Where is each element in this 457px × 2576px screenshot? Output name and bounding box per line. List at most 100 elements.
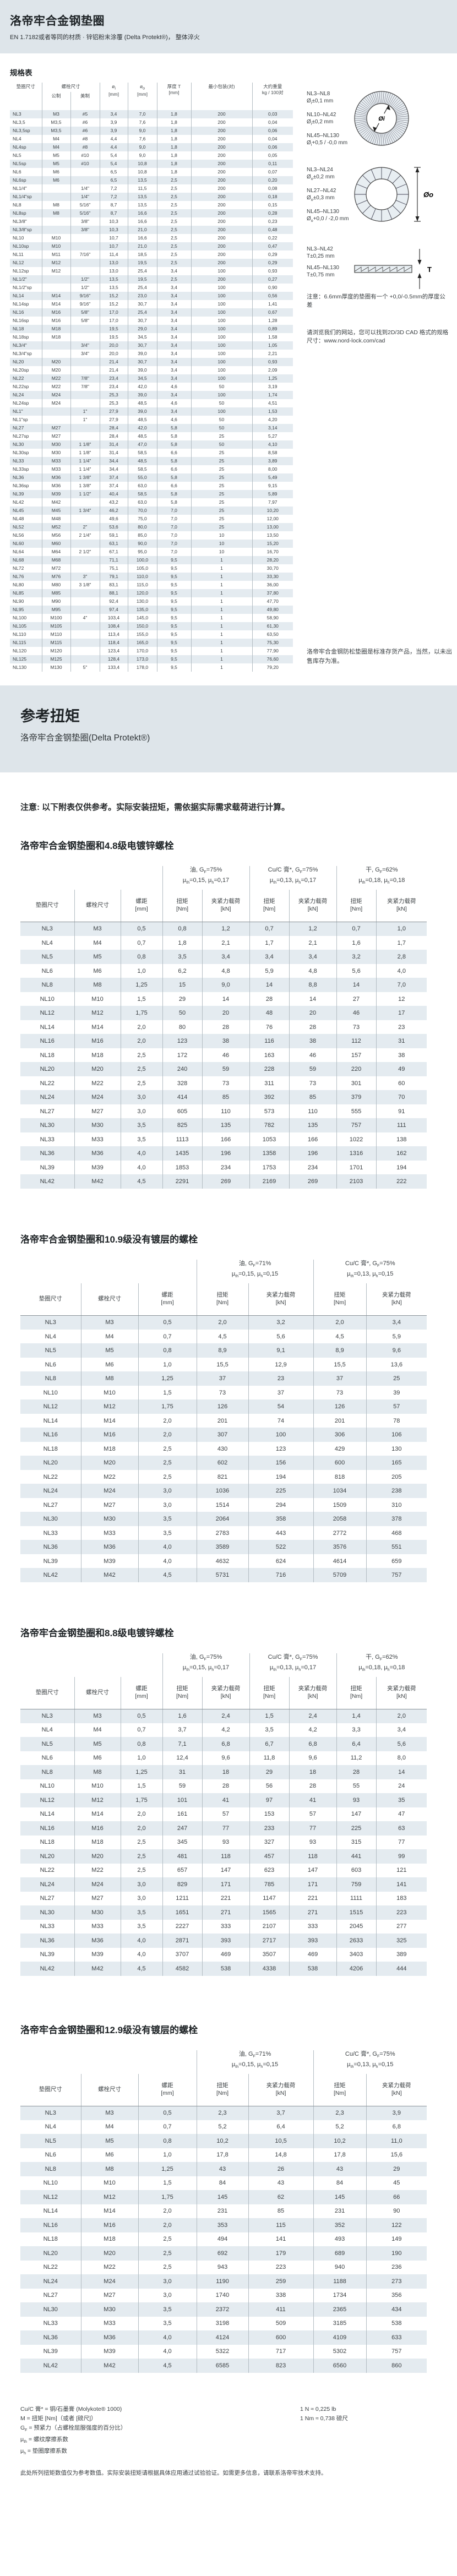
table-cell: 333	[202, 1919, 250, 1934]
table-row: NL60 M60 63,1 90,0 7,0 10 15,20	[10, 540, 293, 548]
table-cell: 50	[191, 440, 253, 449]
table-cell: 493	[313, 2232, 367, 2246]
table-cell: 63,1	[99, 540, 128, 548]
table-cell: M22	[80, 1469, 138, 1484]
table-cell: NL48	[13, 516, 24, 521]
table-cell: 84	[196, 2176, 249, 2190]
table-cell: 17	[376, 1006, 427, 1020]
table-cell: 818	[313, 1469, 367, 1484]
table-cell: 34,5	[127, 333, 157, 341]
table-cell: 83,1	[99, 581, 128, 589]
table-row: NL30 M30 3,5 2372 411 2365 434	[20, 2302, 427, 2317]
table-cell: 67,1	[99, 548, 128, 556]
table-cell: 2,5	[156, 234, 192, 242]
table-cell: 3,4	[156, 374, 192, 383]
table-row: NL30 M30 3,5 1651 271 1565 271 1515 223	[20, 1905, 427, 1920]
table-cell: 1 1/4"	[70, 465, 100, 473]
footer-legend: Cu/C 膏* = 铜/石墨膏 (Molykote® 1000) M = 扭矩 …	[20, 2405, 437, 2477]
table-cell: 130	[366, 1441, 427, 1456]
table-cell: 122	[366, 2218, 427, 2232]
table-cell: 18,5	[127, 250, 157, 259]
table-cell: M5	[74, 1737, 121, 1751]
table-cell: M22	[74, 1863, 121, 1878]
table-row: NL20 M20 2,5 240 59 228 59 220 49	[20, 1062, 427, 1076]
table-cell: 200	[191, 110, 253, 118]
table-cell: 157	[336, 1048, 377, 1063]
table-cell: 23,4	[99, 374, 128, 383]
table-cell: 19,5	[99, 333, 128, 341]
table-cell: 2,0	[138, 2204, 197, 2218]
table-cell: 2,0	[376, 1709, 427, 1723]
table-cell: 54	[248, 1399, 314, 1414]
table-cell: 77	[202, 1821, 250, 1836]
table-cell: 59	[202, 1062, 250, 1076]
table-cell: 73	[196, 1385, 249, 1400]
table-row: NL20sp M20 21,4 39,0 3,4 100 2,09	[10, 366, 293, 374]
table-row: NL4 M4 0,7 5,2 6,4 5,2 6,8	[20, 2120, 427, 2134]
table-cell: M18	[41, 325, 70, 333]
table-cell: 1	[191, 556, 253, 564]
table-cell: 13,50	[252, 531, 293, 540]
table-cell: 1753	[249, 1160, 290, 1175]
table-cell: 80,0	[127, 523, 157, 531]
table-cell: 15,20	[252, 540, 293, 548]
table-cell: 28,4	[99, 424, 128, 432]
table-cell: 190	[366, 2246, 427, 2261]
table-cell: 4,0	[138, 2344, 197, 2359]
table-cell: 31,4	[99, 440, 128, 449]
table-cell: 5,27	[252, 432, 293, 440]
table-cell: 10	[191, 531, 253, 540]
table-cell	[41, 217, 70, 226]
table-cell: 50	[191, 416, 253, 424]
table-cell: 46,2	[99, 507, 128, 515]
table-cell: M5	[80, 1343, 138, 1358]
table-cell: 85,0	[127, 531, 157, 540]
table-cell: 39,0	[127, 407, 157, 416]
table-cell: NL3	[45, 2110, 56, 2116]
table-cell: 2 1/2"	[70, 548, 100, 556]
table-row: NL3 M3 #5 3,4 7,0 1,8 200 0,03	[10, 110, 293, 118]
table-cell: 10,3	[99, 226, 128, 234]
table-cell: 345	[162, 1835, 203, 1850]
table-row: NL8sp M8 5/16" 8,7 16,6 2,5 200 0,28	[10, 209, 293, 217]
table-cell: NL5	[41, 1740, 53, 1747]
table-cell: 10,7	[99, 242, 128, 250]
table-cell: 16,6	[127, 217, 157, 226]
table-cell: NL130	[13, 665, 27, 670]
table-cell: 9,5	[156, 655, 192, 663]
table-cell: 379	[336, 1090, 377, 1104]
table-cell: 77	[289, 1821, 337, 1836]
table-cell: 2,5	[138, 2260, 197, 2274]
table-cell	[70, 333, 100, 341]
table-cell: 57	[366, 1399, 427, 1414]
cad-url-link[interactable]: www.nord-lock.com/cad	[324, 337, 385, 344]
table-cell: 1,8	[156, 143, 192, 151]
table-cell: 9,5	[156, 606, 192, 614]
table-cell: 7,2	[99, 193, 128, 201]
table-cell: 4,5	[120, 1962, 163, 1976]
table-cell: 4,6	[156, 399, 192, 407]
table-cell: 25	[191, 449, 253, 457]
table-cell: 1	[191, 655, 253, 663]
outer-dia-tolerances: NL3–NL24 Øo±0,2 mm NL27–NL42 Øo±0,3 mm NL4…	[307, 166, 349, 229]
table-cell: 9,5	[156, 639, 192, 647]
spec-table-header: 垫圈尺寸 螺栓尺寸 øi [mm] øo [mm] 厚度 T [mm] 最小包装(对)…	[10, 83, 293, 110]
table-cell: 2291	[162, 1174, 203, 1189]
table-cell: M72	[41, 564, 70, 573]
table-cell: 0,8	[138, 1343, 197, 1358]
col-header-clamp-load: 夹紧力载荷 [kN]	[366, 2074, 427, 2106]
table-row: NL22 M22 2,5 943 223 940 236	[20, 2260, 427, 2274]
table-cell: M24	[74, 1877, 121, 1892]
table-row: NL10 M10 1,5 29 14 28 14 27 12	[20, 992, 427, 1006]
table-cell: M6	[41, 168, 70, 176]
table-cell: 271	[202, 1905, 250, 1920]
table-row: NL16 M16 2,0 247 77 233 77 225 63	[20, 1821, 427, 1836]
table-cell: M20	[80, 2246, 138, 2261]
table-cell: 5,8	[156, 498, 192, 507]
table-cell: 3,5	[120, 1919, 163, 1934]
table-cell: 494	[196, 2232, 249, 2246]
table-cell: 325	[376, 1934, 427, 1948]
table-cell: NL36	[40, 1150, 55, 1157]
table-cell: NL3/4"sp	[13, 351, 32, 356]
table-cell: 1,25	[138, 2162, 197, 2176]
